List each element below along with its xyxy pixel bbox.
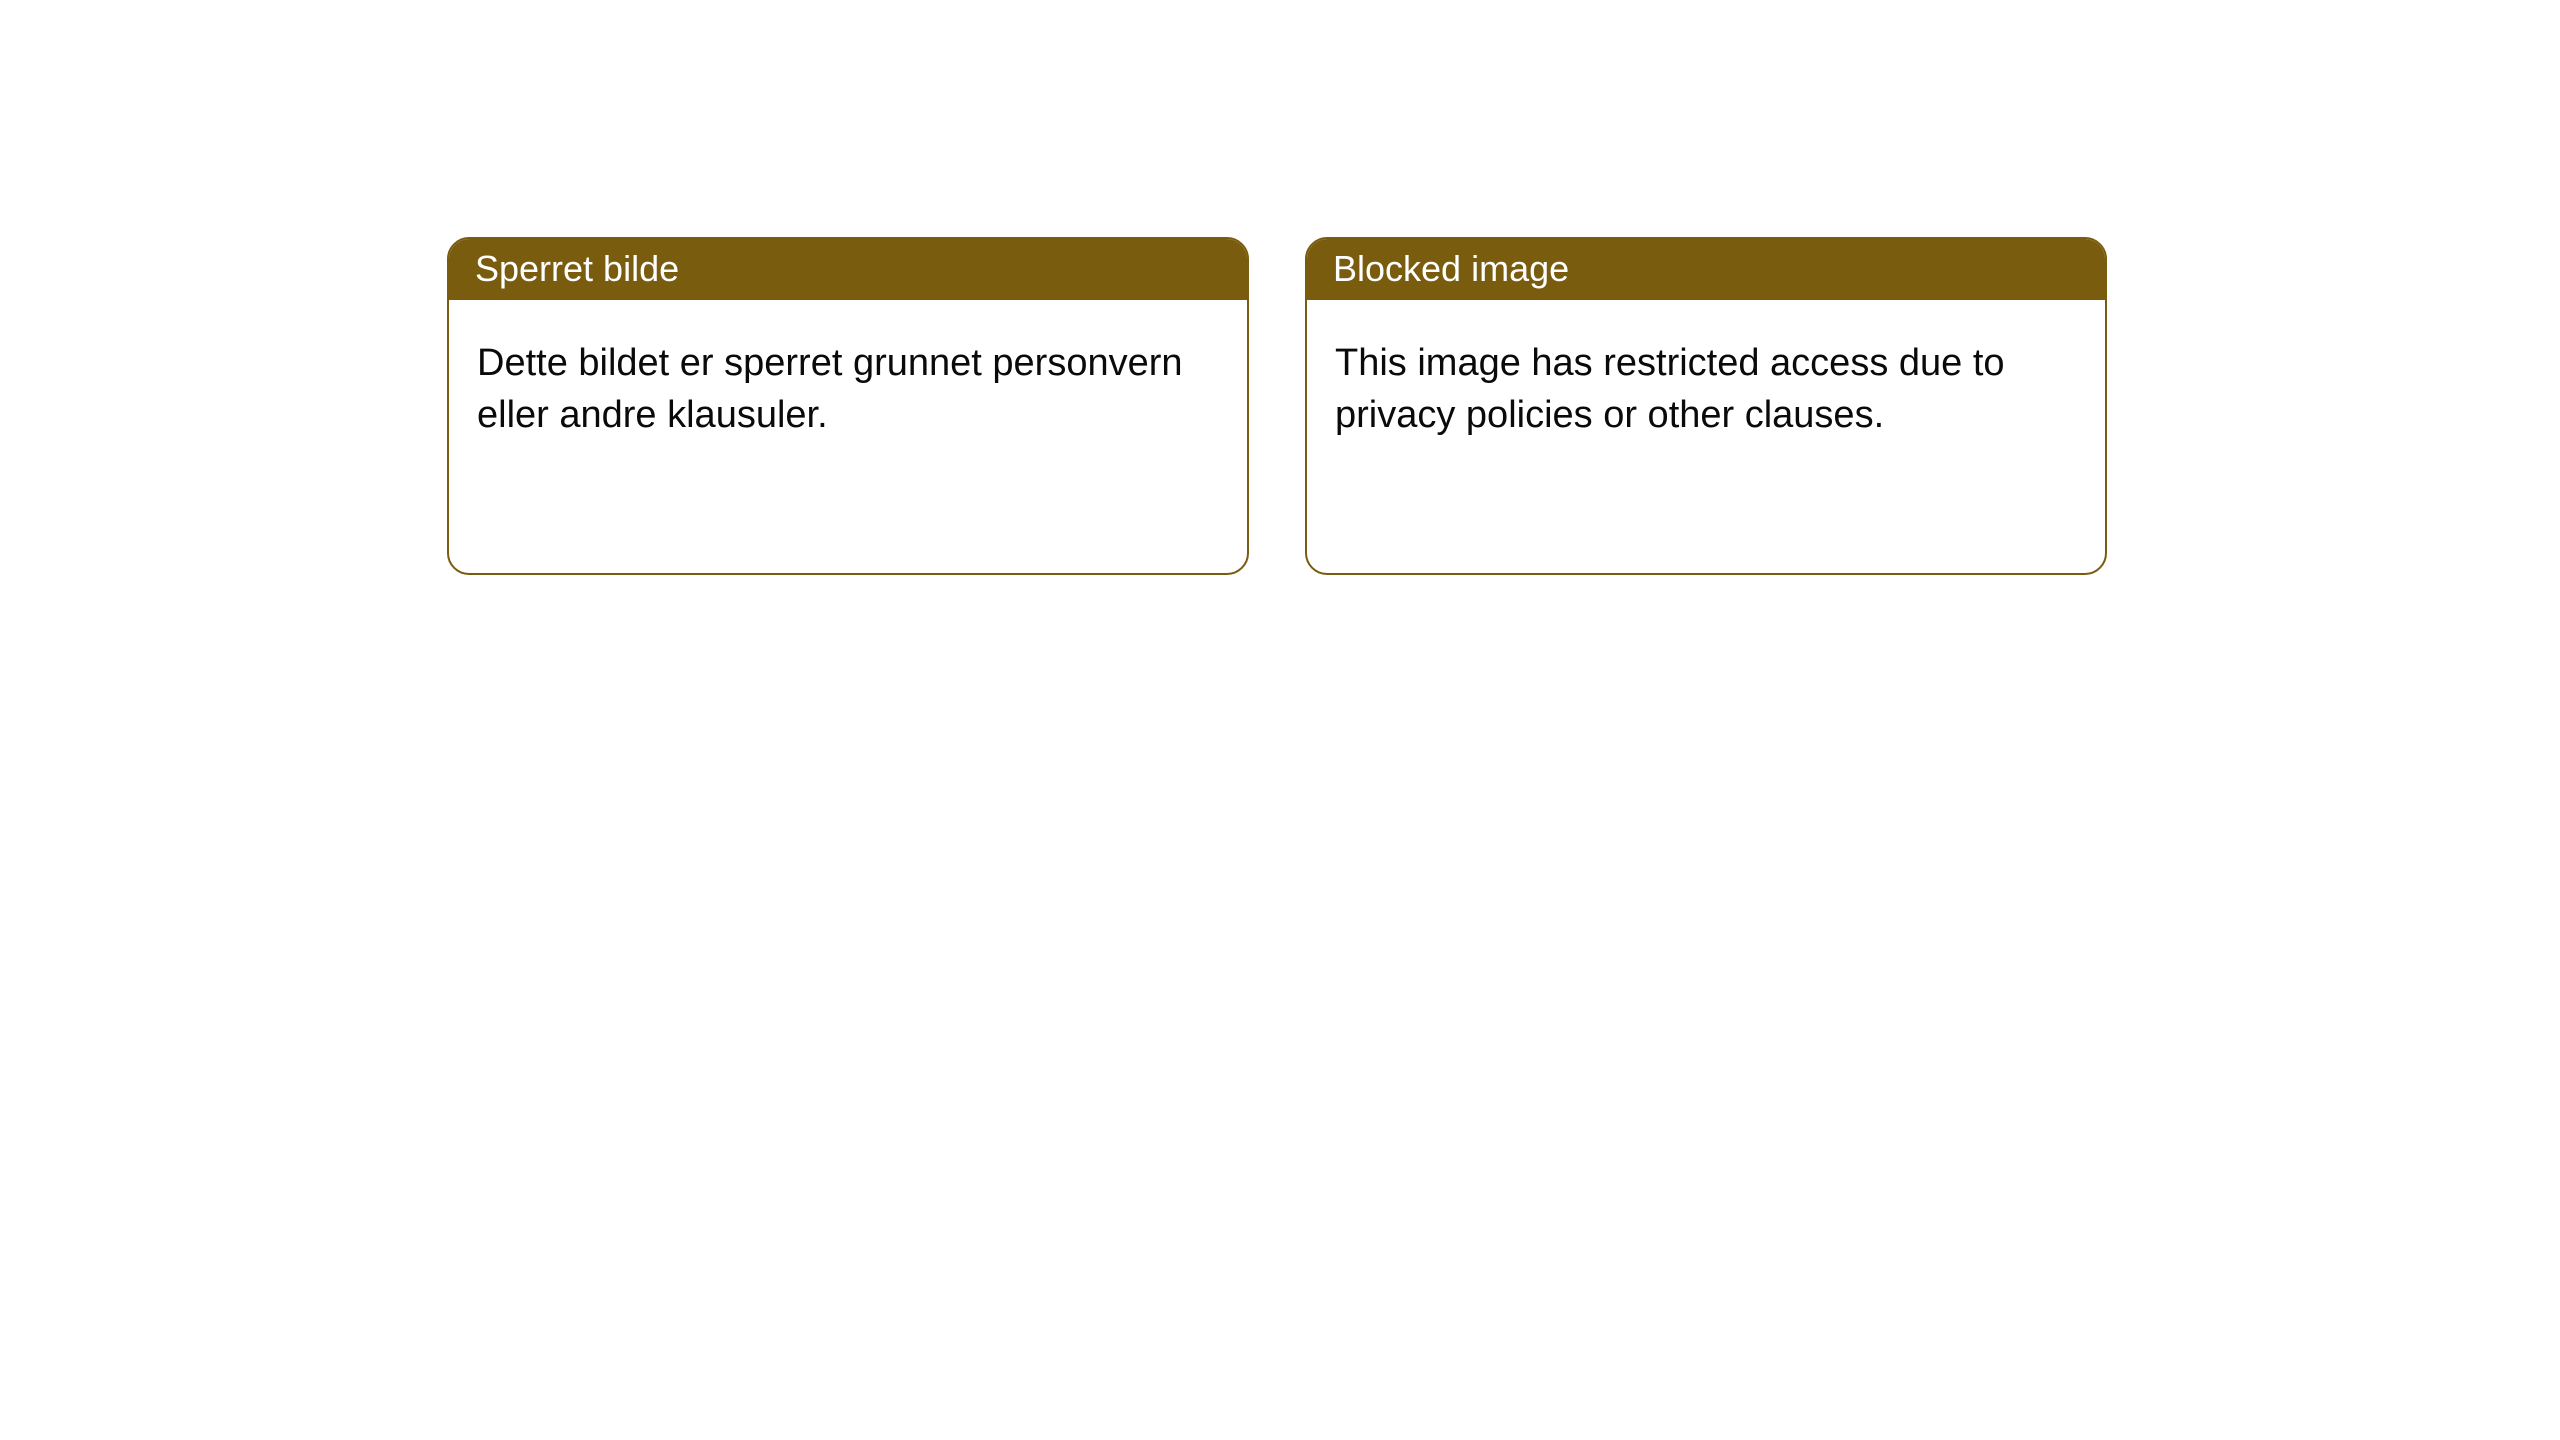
card-header-en: Blocked image bbox=[1307, 239, 2105, 300]
card-blocked-image-en: Blocked image This image has restricted … bbox=[1305, 237, 2107, 575]
cards-row: Sperret bilde Dette bildet er sperret gr… bbox=[447, 237, 2107, 575]
card-body-en: This image has restricted access due to … bbox=[1307, 300, 2105, 469]
card-body-no: Dette bildet er sperret grunnet personve… bbox=[449, 300, 1247, 469]
card-blocked-image-no: Sperret bilde Dette bildet er sperret gr… bbox=[447, 237, 1249, 575]
page-root: Sperret bilde Dette bildet er sperret gr… bbox=[0, 0, 2560, 1440]
card-header-no: Sperret bilde bbox=[449, 239, 1247, 300]
